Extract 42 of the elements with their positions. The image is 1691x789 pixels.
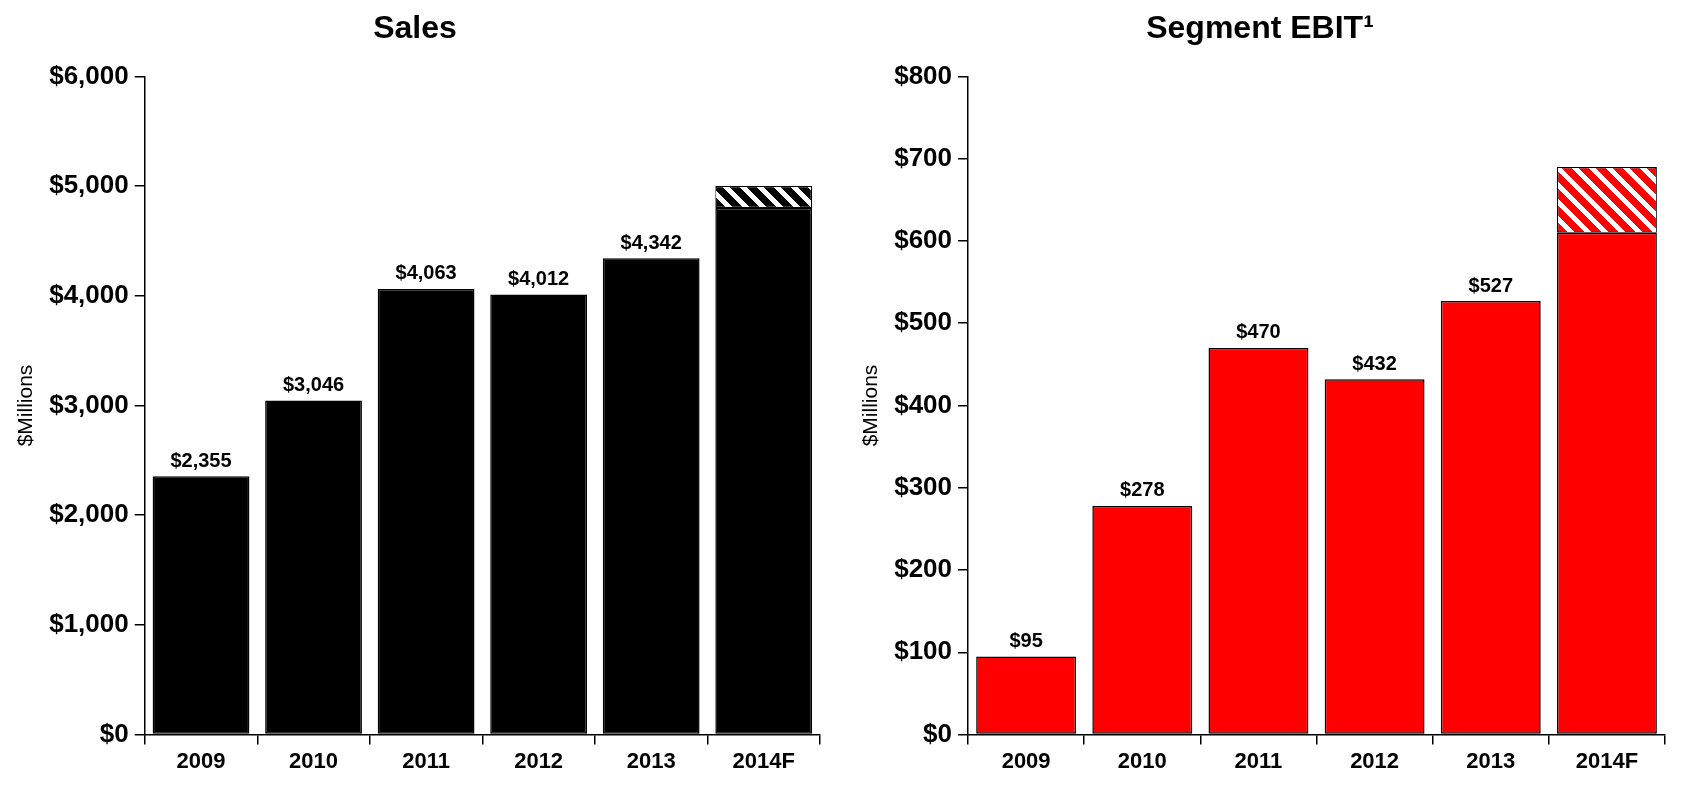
- data-label: $3,046: [282, 372, 345, 395]
- x-tick-label: 2014F: [1575, 747, 1639, 773]
- chart-title: Segment EBIT¹: [1146, 9, 1374, 46]
- data-label: $95: [1009, 628, 1043, 651]
- y-axis-title: $Millions: [13, 364, 37, 447]
- y-tick-label: $0: [923, 717, 953, 748]
- y-tick-label: $1,000: [49, 608, 129, 639]
- y-tick-label: $800: [894, 59, 953, 90]
- x-tick-label: 2012: [514, 747, 564, 773]
- x-tick-label: 2010: [1117, 747, 1167, 773]
- x-tick-label: 2009: [176, 747, 226, 773]
- data-label: $4,012: [508, 267, 570, 289]
- x-tick-label: 2013: [626, 747, 676, 773]
- x-tick-label: 2013: [1466, 747, 1516, 773]
- chart-title: Sales: [373, 9, 457, 46]
- y-tick-label: $700: [894, 141, 953, 172]
- y-tick-label: $100: [894, 635, 953, 666]
- data-label: $4,342: [620, 230, 682, 253]
- y-tick-label: $300: [894, 470, 953, 501]
- y-tick-label: $200: [894, 553, 953, 584]
- data-label: $2,355: [170, 448, 232, 471]
- data-label: $432: [1352, 351, 1397, 374]
- y-tick-label: $5,000: [49, 169, 129, 200]
- x-tick-label: 2009: [1001, 747, 1051, 773]
- y-tick-label: $4,000: [49, 278, 129, 309]
- x-tick-label: 2014F: [732, 747, 795, 773]
- y-axis-title: $Millions: [858, 364, 882, 447]
- data-label: $470: [1236, 320, 1281, 343]
- data-label: $4,063: [395, 261, 457, 284]
- data-label: $527: [1468, 273, 1514, 296]
- x-tick-label: 2011: [402, 747, 450, 773]
- data-label: $278: [1120, 478, 1165, 501]
- y-tick-label: $6,000: [49, 59, 129, 90]
- x-tick-label: 2010: [289, 747, 339, 773]
- y-tick-label: $2,000: [49, 498, 129, 529]
- y-tick-label: $600: [894, 224, 953, 255]
- x-tick-label: 2011: [1234, 747, 1283, 773]
- y-tick-label: $500: [894, 306, 953, 337]
- y-tick-label: $400: [894, 388, 953, 419]
- y-tick-label: $3,000: [49, 388, 129, 419]
- x-tick-label: 2012: [1350, 747, 1400, 773]
- y-tick-label: $0: [99, 717, 129, 748]
